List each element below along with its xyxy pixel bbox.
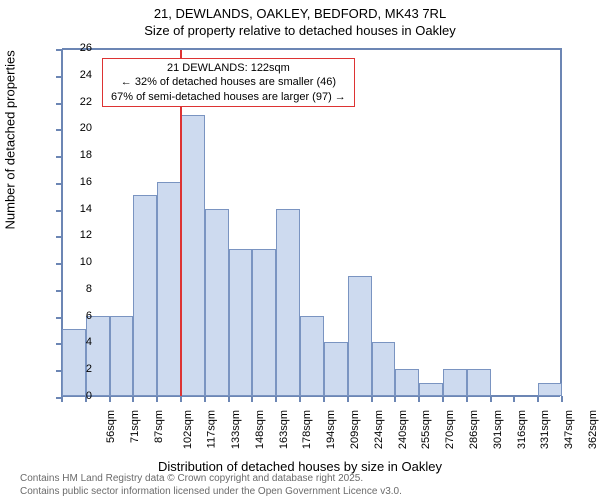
x-axis-label: Distribution of detached houses by size … bbox=[0, 459, 600, 474]
y-axis-label: Number of detached properties bbox=[3, 50, 18, 229]
x-tick bbox=[466, 396, 468, 402]
annotation-line: 67% of semi-detached houses are larger (… bbox=[111, 90, 346, 104]
x-tick-label: 224sqm bbox=[373, 410, 385, 449]
histogram-bar bbox=[205, 209, 229, 396]
x-tick-label: 347sqm bbox=[563, 410, 575, 449]
histogram-bar bbox=[419, 383, 443, 396]
x-tick-label: 102sqm bbox=[182, 410, 194, 449]
y-tick-label: 14 bbox=[62, 203, 92, 215]
x-tick-label: 362sqm bbox=[587, 410, 599, 449]
x-tick bbox=[204, 396, 206, 402]
x-tick bbox=[228, 396, 230, 402]
x-tick bbox=[561, 396, 563, 402]
annotation-line: ← 32% of detached houses are smaller (46… bbox=[111, 75, 346, 89]
y-tick-label: 26 bbox=[62, 42, 92, 54]
x-tick bbox=[323, 396, 325, 402]
title-address: 21, DEWLANDS, OAKLEY, BEDFORD, MK43 7RL bbox=[0, 6, 600, 23]
x-tick-label: 194sqm bbox=[325, 410, 337, 449]
x-tick-label: 209sqm bbox=[349, 410, 361, 449]
x-tick bbox=[490, 396, 492, 402]
histogram-bar bbox=[300, 316, 324, 396]
y-tick-label: 16 bbox=[62, 176, 92, 188]
histogram-bar bbox=[133, 195, 157, 396]
x-tick bbox=[251, 396, 253, 402]
histogram-bar bbox=[252, 249, 276, 396]
x-tick-label: 270sqm bbox=[444, 410, 456, 449]
histogram-bar bbox=[324, 342, 348, 396]
histogram-bar bbox=[395, 369, 419, 396]
y-tick-label: 18 bbox=[62, 149, 92, 161]
title-subtitle: Size of property relative to detached ho… bbox=[0, 23, 600, 40]
x-tick-label: 87sqm bbox=[153, 410, 165, 443]
chart-plot-area: 21 DEWLANDS: 122sqm← 32% of detached hou… bbox=[62, 48, 562, 396]
chart-title: 21, DEWLANDS, OAKLEY, BEDFORD, MK43 7RL … bbox=[0, 0, 600, 40]
x-tick bbox=[513, 396, 515, 402]
histogram-bar bbox=[110, 316, 134, 396]
footer-line2: Contains public sector information licen… bbox=[20, 486, 402, 499]
y-tick-label: 6 bbox=[62, 310, 92, 322]
y-tick-label: 10 bbox=[62, 256, 92, 268]
x-tick bbox=[371, 396, 373, 402]
histogram-bar bbox=[538, 383, 562, 396]
histogram-bar bbox=[181, 115, 205, 396]
x-tick-label: 316sqm bbox=[516, 410, 528, 449]
x-tick-label: 56sqm bbox=[105, 410, 117, 443]
histogram-bar bbox=[467, 369, 491, 396]
x-tick-label: 71sqm bbox=[129, 410, 141, 443]
x-tick bbox=[109, 396, 111, 402]
x-tick-label: 286sqm bbox=[468, 410, 480, 449]
x-tick bbox=[299, 396, 301, 402]
x-tick bbox=[442, 396, 444, 402]
y-tick-label: 12 bbox=[62, 229, 92, 241]
x-tick bbox=[156, 396, 158, 402]
x-tick-label: 301sqm bbox=[492, 410, 504, 449]
y-tick-label: 2 bbox=[62, 363, 92, 375]
y-tick-label: 0 bbox=[62, 390, 92, 402]
histogram-bar bbox=[229, 249, 253, 396]
x-tick-label: 178sqm bbox=[302, 410, 314, 449]
x-tick bbox=[180, 396, 182, 402]
histogram-bar bbox=[86, 316, 110, 396]
footer-line1: Contains HM Land Registry data © Crown c… bbox=[20, 473, 402, 486]
footer-attribution: Contains HM Land Registry data © Crown c… bbox=[20, 473, 402, 498]
y-tick-label: 20 bbox=[62, 122, 92, 134]
x-tick bbox=[394, 396, 396, 402]
x-tick bbox=[275, 396, 277, 402]
x-tick-label: 255sqm bbox=[421, 410, 433, 449]
x-tick bbox=[132, 396, 134, 402]
x-tick-label: 117sqm bbox=[205, 410, 217, 448]
y-tick-label: 24 bbox=[62, 69, 92, 81]
x-tick-label: 163sqm bbox=[278, 410, 290, 449]
y-tick-label: 8 bbox=[62, 283, 92, 295]
annotation-line: 21 DEWLANDS: 122sqm bbox=[111, 61, 346, 75]
y-tick-label: 4 bbox=[62, 336, 92, 348]
x-tick bbox=[347, 396, 349, 402]
y-tick-label: 22 bbox=[62, 96, 92, 108]
x-tick-label: 240sqm bbox=[397, 410, 409, 449]
histogram-bar bbox=[276, 209, 300, 396]
histogram-bar bbox=[348, 276, 372, 396]
histogram-bar bbox=[372, 342, 396, 396]
x-tick-label: 148sqm bbox=[254, 410, 266, 449]
annotation-box: 21 DEWLANDS: 122sqm← 32% of detached hou… bbox=[102, 58, 355, 107]
x-tick bbox=[537, 396, 539, 402]
x-tick-label: 133sqm bbox=[230, 410, 242, 449]
histogram-bar bbox=[443, 369, 467, 396]
x-tick-label: 331sqm bbox=[540, 410, 552, 449]
histogram-bar bbox=[157, 182, 181, 396]
x-tick bbox=[418, 396, 420, 402]
